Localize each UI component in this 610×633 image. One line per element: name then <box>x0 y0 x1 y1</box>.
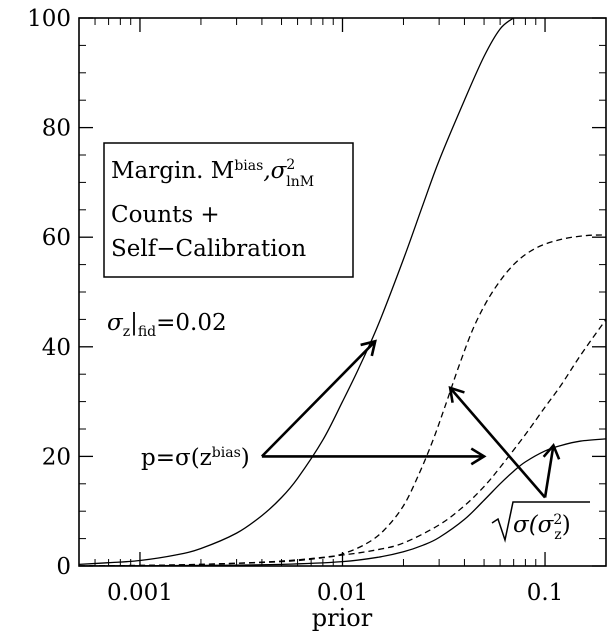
x-tick-label: 0.1 <box>527 580 564 606</box>
fid-label: σz|fid=0.02 <box>107 310 227 340</box>
arrow-p-to-dashed <box>261 447 487 466</box>
annotation-p-prefix: p=σ(z <box>141 445 212 471</box>
plot-frame <box>78 17 607 567</box>
annotation-p: p=σ(zbias) <box>141 445 250 471</box>
y-tick-label: 100 <box>27 6 71 32</box>
arrow-sqrt-to-solid-lower-shaft <box>543 445 555 498</box>
series-line-3 <box>79 319 606 566</box>
legend-line-3: Self−Calibration <box>111 236 306 262</box>
y-tick-label: 60 <box>42 225 71 251</box>
annotation-sqrt-prefix: σ(σ <box>513 512 555 538</box>
arrow-sqrt-to-solid-lower-head-icon <box>542 442 561 460</box>
legend-line-2: Counts + <box>111 202 220 228</box>
annotation-sqrt-bg <box>490 500 590 548</box>
arrow-p-to-solid-upper <box>260 339 377 458</box>
arrow-sqrt-to-dashed-shaft <box>449 387 547 499</box>
sqrt-radical-icon <box>491 501 590 543</box>
annotation-sqrt-suffix: ) <box>562 512 571 538</box>
x-tick-label: 0.001 <box>107 580 173 606</box>
x-axis-label: prior <box>312 604 373 632</box>
legend-box <box>103 142 354 278</box>
fid-label-value: =0.02 <box>156 310 226 336</box>
annotation-sqrt-text: σ(σ2 z) <box>513 512 571 543</box>
annotation-sqrt-sub: z <box>554 527 561 543</box>
y-tick-label: 80 <box>42 116 71 142</box>
y-tick-label: 0 <box>56 554 71 580</box>
series-line-1 <box>79 18 515 566</box>
annotation-sqrt: σ(σ2 z) <box>490 500 590 548</box>
legend-line-1-prefix: Margin. M <box>111 158 234 184</box>
y-tick-label: 20 <box>42 444 71 470</box>
legend-line-1-sup-2: 2 <box>286 157 295 173</box>
arrow-p-to-solid-upper-shaft <box>260 340 377 458</box>
fid-label-sigma: σ <box>107 310 124 336</box>
legend-line-1-sub-lnm: lnM <box>286 174 314 190</box>
legend-line-1-sigma: ,σ <box>263 158 287 184</box>
arrows-layer <box>260 339 561 499</box>
arrow-sqrt-to-dashed-head-icon <box>448 386 465 403</box>
series-layer <box>79 18 606 566</box>
legend-line-1: Margin. Mbias,σ2 lnM <box>111 157 314 190</box>
series-line-4 <box>79 438 606 566</box>
legend-line-1-sup-bias: bias <box>234 158 263 174</box>
fid-label-sub-fid: fid <box>138 324 156 340</box>
fid-label-sub-z: z <box>123 324 130 340</box>
annotation-p-suffix: ) <box>241 445 250 471</box>
arrow-sqrt-to-solid-lower <box>542 442 561 498</box>
y-tick-label: 40 <box>42 335 71 361</box>
fid-label-bar: | <box>130 310 138 336</box>
ticks-layer: 0 20 40 60 80 100 0.001 0.01 0.1 <box>27 6 607 606</box>
x-tick-label: 0.01 <box>317 580 368 606</box>
arrow-p-to-solid-upper-head-icon <box>360 339 377 357</box>
annotation-sqrt-sup: 2 <box>553 512 562 528</box>
annotation-p-sup: bias <box>212 445 241 461</box>
arrow-p-to-dashed-head-icon <box>470 447 487 466</box>
arrow-sqrt-to-dashed <box>448 386 547 499</box>
